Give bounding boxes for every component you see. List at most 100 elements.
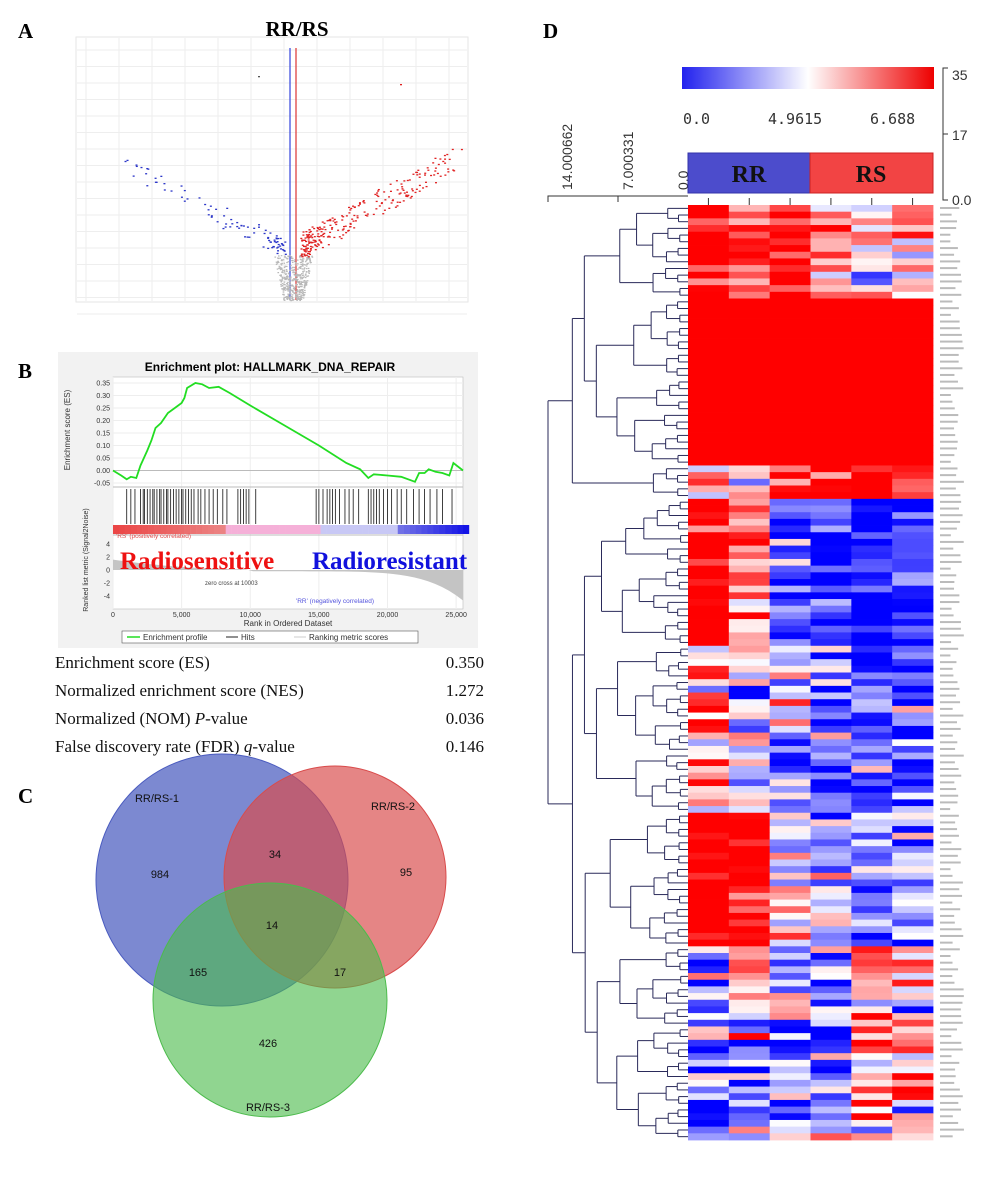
heatmap-cell [688, 926, 730, 934]
heatmap-cell [851, 565, 893, 573]
heatmap-cell [688, 699, 730, 707]
heatmap-cell [688, 258, 730, 266]
heatmap-cell [810, 325, 852, 333]
row-label-mark [940, 460, 951, 463]
up-point [328, 236, 331, 238]
heatmap-cell [688, 719, 730, 727]
heatmap-cell [851, 331, 893, 339]
heatmap-cell [892, 432, 934, 440]
ns-point [289, 284, 291, 286]
row-label-mark [940, 881, 963, 884]
heatmap-cell [688, 739, 730, 747]
ns-point [283, 277, 286, 279]
up-point [302, 249, 305, 251]
row-label-mark [940, 901, 953, 904]
ns-point [301, 263, 304, 265]
y-tick-label: 0.00 [96, 468, 110, 475]
es-axis-label: Enrichment score (ES) [63, 389, 72, 470]
ns-point [287, 293, 289, 295]
row-label-mark [940, 1101, 959, 1104]
up-point [337, 229, 340, 231]
down-point [145, 173, 148, 175]
ns-point [301, 284, 303, 286]
ns-point [297, 274, 299, 276]
heatmap-cell [769, 558, 811, 567]
ns-point [277, 261, 279, 263]
heatmap-cell [769, 365, 811, 373]
heatmap-cell [728, 892, 771, 900]
ns-point [298, 298, 300, 301]
ns-point [296, 259, 299, 261]
ranked-color-bar [113, 525, 470, 534]
heatmap-cell [810, 465, 852, 473]
ns-point [293, 266, 296, 269]
up-point [380, 202, 383, 204]
ns-point [311, 255, 313, 257]
down-point [135, 164, 138, 166]
up-point [316, 230, 319, 232]
heatmap-cell [810, 786, 852, 794]
ns-point [296, 275, 299, 277]
up-point [396, 205, 399, 207]
heatmap-cell [810, 872, 852, 880]
ns-point [305, 265, 308, 267]
color-bar-segment [166, 525, 173, 534]
ns-point [289, 293, 292, 295]
ns-point [299, 276, 302, 278]
ns-point [298, 267, 300, 269]
up-point [372, 213, 375, 216]
heatmap-cell [810, 238, 852, 246]
row-label-mark [940, 1108, 961, 1111]
heatmap-cell [892, 652, 934, 660]
up-point [348, 212, 351, 214]
heatmap-cell [728, 752, 771, 760]
heatmap-cell [810, 619, 852, 627]
row-label-mark [940, 661, 957, 664]
heatmap-cell [728, 872, 771, 880]
heatmap-cell [892, 545, 934, 553]
heatmap-cell [892, 385, 934, 393]
heatmap-cell [769, 1059, 811, 1067]
color-bar-segment [290, 525, 298, 534]
color-bar-segment [130, 525, 137, 534]
heatmap-cell [769, 585, 811, 593]
heatmap-cell [892, 492, 934, 500]
heatmap-cell [688, 919, 730, 927]
ns-point [306, 258, 309, 260]
heatmap-cell [688, 859, 730, 867]
heatmap-cell [892, 752, 934, 760]
heatmap-cell [892, 592, 934, 600]
ns-point [280, 255, 283, 257]
ns-point [299, 278, 302, 280]
up-point [310, 235, 313, 237]
down-point [209, 205, 212, 207]
heatmap-cell [728, 712, 771, 720]
heatmap-cell [688, 812, 730, 820]
heatmap-cell [892, 912, 934, 921]
heatmap-cell [892, 512, 934, 520]
heatmap-cell [769, 505, 811, 513]
up-point [388, 196, 391, 198]
up-point [308, 231, 311, 234]
up-point [304, 245, 307, 248]
up-point [362, 200, 365, 202]
heatmap-cell [892, 632, 934, 640]
down-point [230, 218, 233, 221]
ns-point [299, 298, 301, 300]
heatmap-cell [769, 331, 811, 339]
heatmap-cell [810, 398, 852, 406]
heatmap-cell [769, 906, 811, 914]
heatmap-cell [728, 866, 771, 874]
ns-point [304, 274, 307, 276]
row-label-mark [940, 814, 959, 817]
heatmap-cell [688, 1066, 730, 1074]
venn-circle-set3 [152, 882, 388, 1118]
heatmap-cell [851, 692, 893, 700]
heatmap-cell [728, 725, 771, 734]
heatmap-cell [892, 899, 934, 907]
up-point [433, 174, 436, 176]
heatmap-cell [688, 999, 730, 1007]
heatmap-cell [728, 472, 771, 480]
heatmap-cell [769, 752, 811, 760]
color-bar-segment [356, 525, 363, 534]
